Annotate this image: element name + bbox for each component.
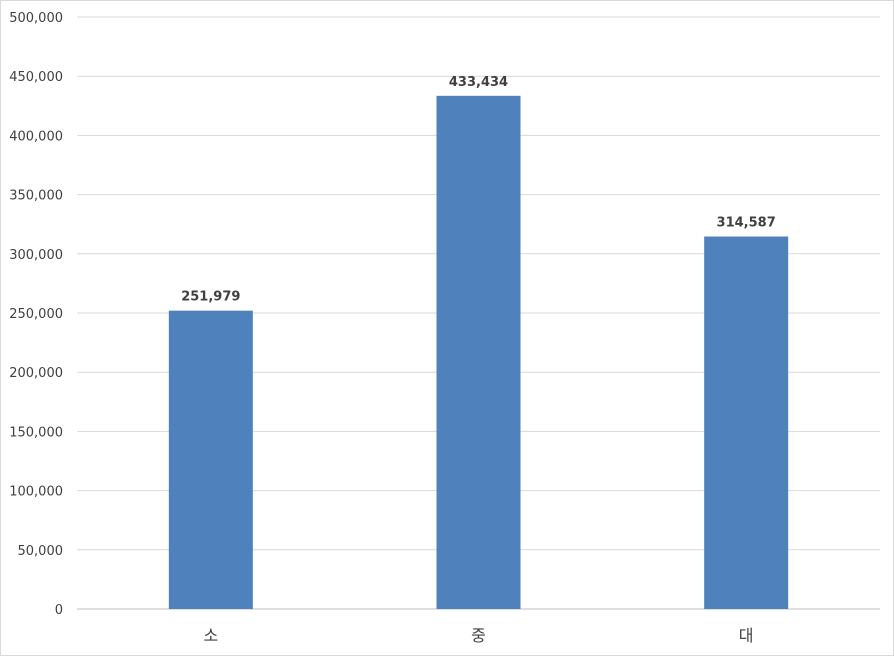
bar <box>704 236 789 609</box>
bar <box>436 95 521 609</box>
x-category-label: 소 <box>203 626 218 645</box>
y-tick-label: 450,000 <box>9 70 63 85</box>
y-tick-label: 100,000 <box>9 485 63 500</box>
bar <box>168 310 253 609</box>
y-tick-label: 0 <box>55 603 63 618</box>
x-category-label: 중 <box>471 626 486 645</box>
data-label: 251,979 <box>181 290 240 305</box>
y-axis-tick-labels: 0 50,000 100,000 150,000 200,000 250,000 300,0… <box>9 11 63 618</box>
data-label: 433,434 <box>449 75 508 90</box>
y-tick-label: 200,000 <box>9 366 63 381</box>
data-labels: 251,979 433,434 314,587 <box>181 75 776 305</box>
y-tick-label: 50,000 <box>18 544 64 559</box>
y-tick-label: 400,000 <box>9 129 63 144</box>
data-label: 314,587 <box>717 216 776 231</box>
y-tick-label: 150,000 <box>9 425 63 440</box>
y-tick-label: 500,000 <box>9 11 63 26</box>
y-tick-label: 250,000 <box>9 307 63 322</box>
y-tick-label: 350,000 <box>9 189 63 204</box>
bars <box>168 95 789 609</box>
y-tick-label: 300,000 <box>9 248 63 263</box>
x-category-label: 대 <box>739 626 754 645</box>
